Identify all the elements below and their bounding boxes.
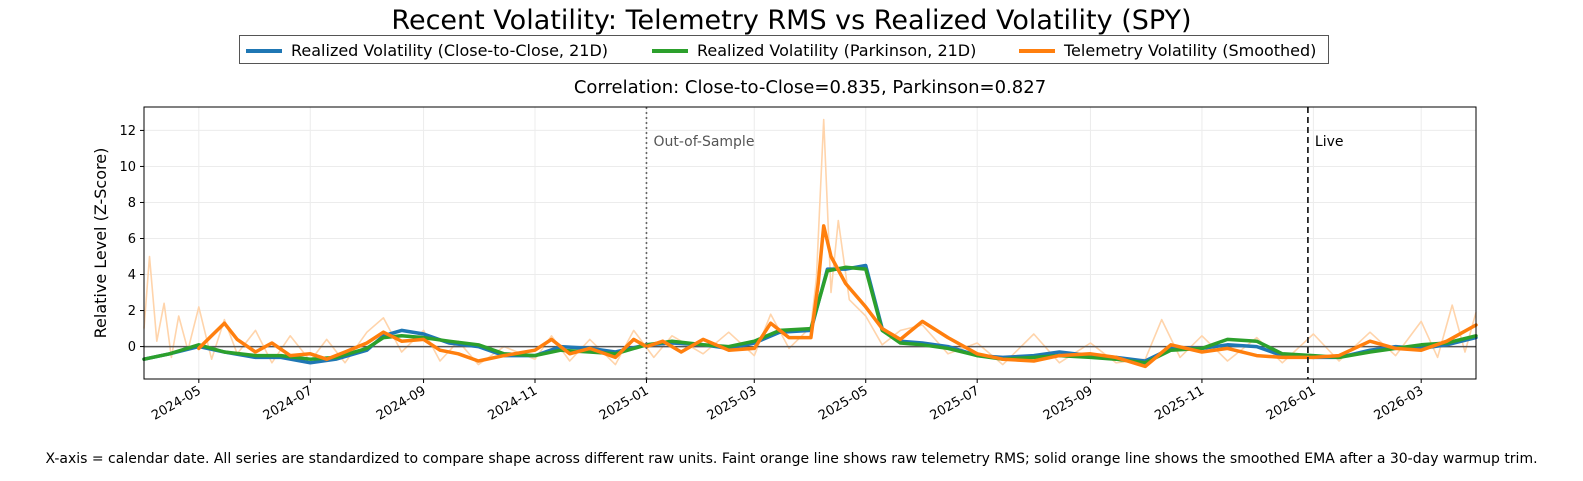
legend-item-telemetry: Telemetry Volatility (Smoothed) <box>1019 36 1316 65</box>
x-tick-label: 2026-01 <box>1264 383 1319 423</box>
y-tick-label: 10 <box>119 160 136 175</box>
parkinson-line <box>142 265 1478 365</box>
out-of-sample-label: Out-of-Sample <box>653 134 754 150</box>
y-tick-label: 8 <box>128 196 136 211</box>
y-tick-label: 12 <box>119 124 136 139</box>
x-tick-label: 2025-09 <box>1041 383 1096 423</box>
x-tick-label: 2025-03 <box>705 383 760 423</box>
x-tick-label: 2024-11 <box>485 383 540 423</box>
chart-legend: Realized Volatility (Close-to-Close, 21D… <box>239 35 1329 64</box>
chart-subtitle: Correlation: Close-to-Close=0.835, Parki… <box>573 77 1047 98</box>
legend-item-close-to-close: Realized Volatility (Close-to-Close, 21D… <box>246 36 608 65</box>
x-tick-label: 2025-05 <box>816 383 871 423</box>
x-tick-label: 2024-09 <box>374 383 429 423</box>
live-label: Live <box>1315 134 1344 150</box>
y-tick-label: 2 <box>128 304 136 319</box>
x-tick-label: 2025-11 <box>1152 383 1207 423</box>
legend-item-parkinson: Realized Volatility (Parkinson, 21D) <box>652 36 976 65</box>
plot-frame <box>143 106 1477 380</box>
grid-lines <box>144 107 1476 379</box>
x-tick-label: 2024-07 <box>261 383 316 423</box>
y-axis-label: Relative Level (Z-Score) <box>91 148 110 339</box>
x-tick-label: 2024-05 <box>149 383 204 423</box>
legend-swatch-orange <box>1019 48 1055 53</box>
footnote: X-axis = calendar date. All series are s… <box>45 451 1538 467</box>
chart-title: Recent Volatility: Telemetry RMS vs Real… <box>391 5 1192 36</box>
x-tick-label: 2025-07 <box>928 383 983 423</box>
telemetry-smoothed-line <box>197 224 1478 369</box>
legend-swatch-green <box>652 48 688 53</box>
close-to-close-line <box>142 263 1478 365</box>
legend-label: Telemetry Volatility (Smoothed) <box>1064 41 1317 60</box>
x-axis: 2024-05 2024-07 2024-09 2024-11 2025-01 2025-… <box>149 379 1426 424</box>
legend-label: Realized Volatility (Parkinson, 21D) <box>697 41 977 60</box>
series-layer <box>142 224 1478 369</box>
legend-label: Realized Volatility (Close-to-Close, 21D… <box>291 41 609 60</box>
y-tick-label: 0 <box>128 340 136 355</box>
y-tick-label: 6 <box>128 232 136 247</box>
legend-swatch-blue <box>246 48 282 53</box>
y-axis: 0 2 4 6 8 10 12 <box>119 124 144 355</box>
y-tick-label: 4 <box>128 268 136 283</box>
x-tick-label: 2025-01 <box>597 383 652 423</box>
x-tick-label: 2026-03 <box>1372 383 1427 423</box>
annotation-layer: Out-of-Sample Live <box>645 107 1344 379</box>
